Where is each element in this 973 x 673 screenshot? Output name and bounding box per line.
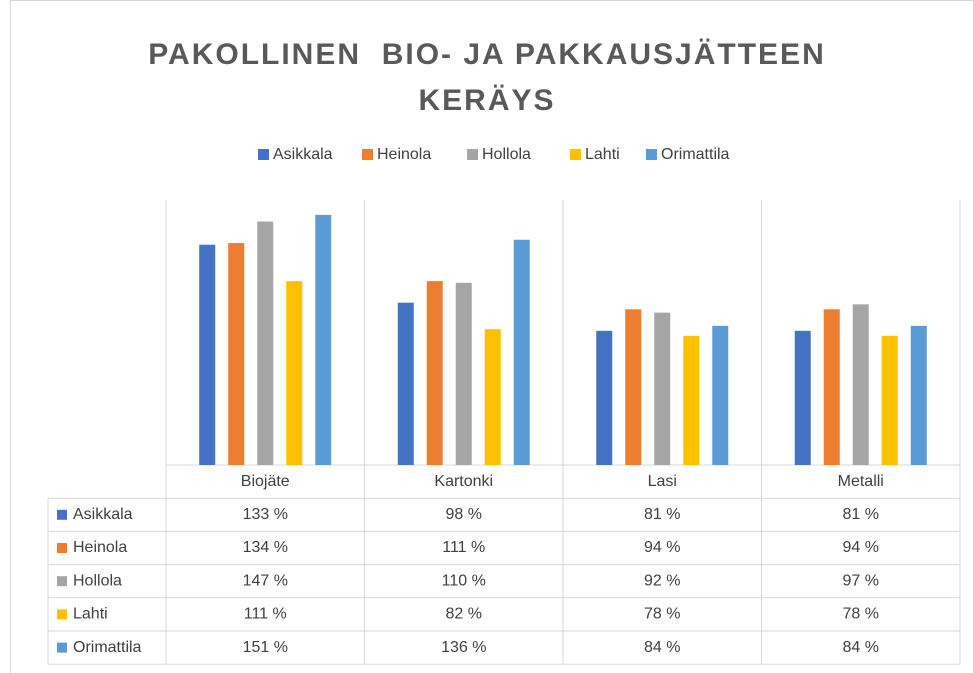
legend-swatch [646, 149, 657, 160]
table-value: 111 % [244, 606, 287, 623]
bar [286, 281, 303, 465]
table-row-label: Hollola [73, 572, 122, 589]
table-row-label: Orimattila [73, 639, 142, 656]
bar [455, 282, 472, 465]
legend-label: Orimattila [661, 146, 730, 163]
table-value: 98 % [446, 506, 482, 523]
bar [654, 312, 671, 465]
table-value: 110 % [442, 572, 486, 589]
table-value: 97 % [843, 572, 879, 589]
legend-label: Lahti [585, 146, 620, 163]
table-legend-swatch [57, 609, 67, 620]
table-value: 82 % [446, 606, 482, 623]
bar [823, 309, 840, 465]
bar [199, 244, 216, 465]
legend-label: Asikkala [273, 146, 333, 163]
table-value: 78 % [644, 606, 680, 623]
legend-swatch [570, 149, 581, 160]
table-legend-swatch [57, 509, 67, 520]
table-value: 94 % [644, 539, 680, 556]
x-tick-label: Lasi [648, 473, 677, 490]
chart-title: PAKOLLINEN BIO- JA PAKKAUSJÄTTEEN KERÄYS [148, 38, 837, 117]
bar [315, 214, 332, 465]
legend-swatch [362, 149, 373, 160]
bar [397, 302, 414, 465]
legend-label: Heinola [377, 146, 431, 163]
bar [625, 309, 642, 465]
table-value: 147 % [243, 572, 288, 589]
bar [513, 239, 530, 465]
table-value: 78 % [843, 606, 879, 623]
table-value: 92 % [644, 572, 680, 589]
table-value: 151 % [243, 639, 288, 656]
bar [228, 243, 245, 465]
bar [910, 325, 927, 465]
table-row-label: Lahti [73, 606, 108, 623]
table-row-label: Asikkala [73, 506, 133, 523]
bar [257, 221, 274, 465]
bar [712, 325, 729, 465]
bar [794, 330, 811, 465]
x-tick-label: Kartonki [434, 473, 493, 490]
table-legend-swatch [57, 642, 67, 653]
chart-border [10, 0, 973, 673]
bar [852, 304, 869, 465]
x-tick-label: Biojäte [241, 473, 290, 490]
table-value: 81 % [644, 506, 680, 523]
table-value: 81 % [843, 506, 879, 523]
table-value: 133 % [243, 506, 288, 523]
legend-swatch [467, 149, 478, 160]
table-value: 136 % [441, 639, 486, 656]
table-value: 134 % [243, 539, 288, 556]
legend-label: Hollola [482, 146, 531, 163]
bar [426, 281, 443, 465]
table-value: 84 % [843, 639, 879, 656]
table-row-label: Heinola [73, 539, 127, 556]
table-value: 111 % [442, 539, 485, 556]
table-value: 94 % [843, 539, 879, 556]
table-legend-swatch [57, 543, 67, 553]
bar [596, 330, 613, 465]
table-value: 84 % [644, 639, 680, 656]
bar [484, 329, 501, 465]
legend-swatch [258, 149, 269, 160]
bar [683, 335, 700, 465]
bar [881, 335, 898, 465]
table-legend-swatch [57, 576, 67, 587]
x-tick-label: Metalli [838, 473, 884, 490]
